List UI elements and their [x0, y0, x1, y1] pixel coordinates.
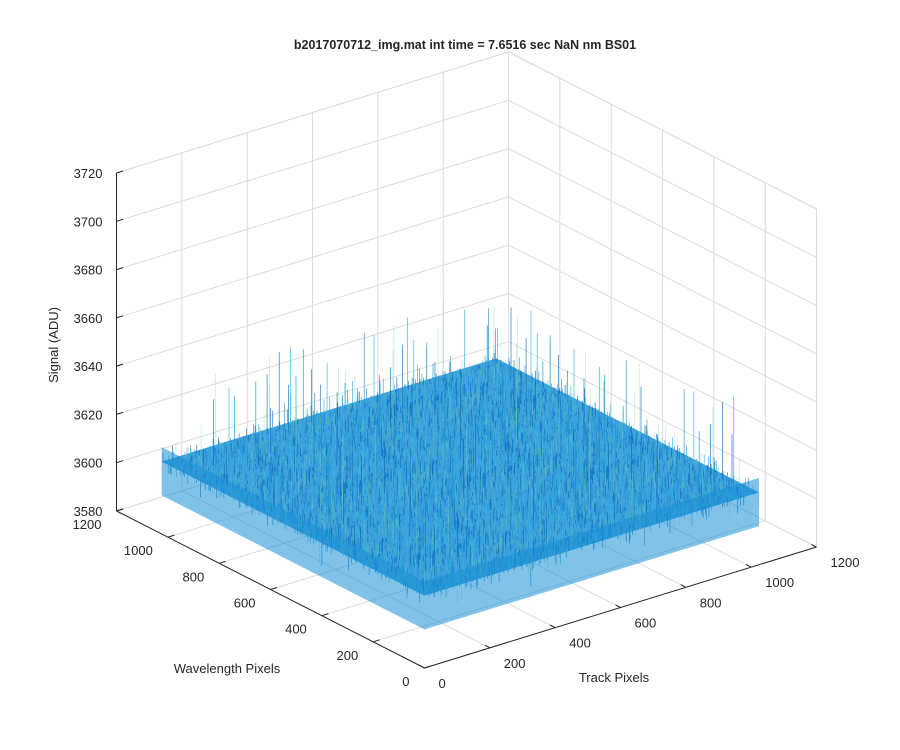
y-tick-label: 800 — [182, 569, 204, 584]
tick-labels: 0 200 400 600 800 1000 1200 0 200 400 600 800 1000 12… — [73, 166, 860, 691]
y-tick-label: 600 — [234, 596, 256, 611]
z-tick-label: 3720 — [74, 166, 103, 181]
x-tick-mark — [615, 604, 621, 608]
surface-front-right-face — [424, 477, 760, 630]
y-tick-mark — [373, 639, 380, 643]
x-tick-label: 0 — [439, 676, 446, 691]
grid-line-backwall-z — [116, 99, 509, 222]
x-tick-label: 600 — [635, 616, 657, 631]
x-tick-mark — [484, 644, 491, 649]
z-tick-mark — [116, 411, 124, 415]
z-tick-mark — [116, 508, 124, 512]
z-tick-label: 3580 — [74, 504, 103, 519]
y-tick-mark — [219, 560, 226, 564]
grid-line-sidewall-z — [508, 244, 817, 403]
y-tick-label: 400 — [285, 622, 307, 637]
surface-front-left-face — [161, 447, 425, 630]
x-tick-mark — [745, 564, 752, 568]
x-tick-mark — [419, 664, 425, 669]
axes-lines — [116, 170, 817, 669]
z-tick-mark — [116, 170, 124, 174]
grid-line-sidewall-z — [508, 148, 817, 307]
chart-title: b2017070712_img.mat int time = 7.6516 se… — [294, 38, 636, 52]
y-tick-label: 1000 — [124, 543, 153, 558]
grid-line-sidewall-z — [508, 341, 817, 500]
z-tick-label: 3620 — [74, 407, 103, 422]
x-tick-mark — [811, 543, 817, 548]
signal-surface — [161, 300, 760, 630]
grid-frame-top-back — [116, 51, 509, 174]
y-tick-label: 1200 — [73, 517, 102, 532]
z-tick-label: 3600 — [74, 456, 103, 471]
y-tick-mark — [424, 665, 432, 669]
grid-line-sidewall-z — [508, 196, 817, 355]
z-tick-label: 3660 — [74, 311, 103, 326]
grid-line-backwall-z — [116, 196, 509, 319]
y-tick-label: 200 — [336, 648, 358, 663]
y-axis-label: Wavelength Pixels — [174, 661, 281, 676]
grid-line-sidewall-z — [508, 292, 817, 451]
z-tick-label: 3700 — [74, 214, 103, 229]
z-tick-label: 3640 — [74, 359, 103, 374]
y-tick-mark — [321, 613, 329, 617]
grid-line-backwall-z — [116, 148, 509, 271]
x-tick-label: 400 — [569, 636, 591, 651]
z-tick-mark — [116, 315, 124, 319]
x-tick-label: 800 — [700, 595, 722, 610]
grid-line-backwall-z — [116, 244, 509, 367]
y-tick-mark — [270, 587, 278, 590]
z-axis-label: Signal (ADU) — [46, 307, 61, 383]
y-tick-label: 0 — [402, 674, 409, 689]
z-tick-label: 3680 — [74, 263, 103, 278]
x-tick-label: 1200 — [831, 555, 860, 570]
x-axis-label: Track Pixels — [579, 670, 650, 685]
x-tick-mark — [680, 584, 687, 588]
grid-frame-top-side — [508, 51, 817, 210]
y-tick-mark — [167, 534, 175, 538]
x-tick-label: 200 — [504, 656, 526, 671]
x-tick-label: 1000 — [765, 575, 794, 590]
z-tick-mark — [116, 460, 124, 464]
x-tick-mark — [549, 624, 556, 629]
z-tick-mark — [116, 267, 124, 271]
grid-line-sidewall-z — [508, 99, 817, 258]
z-tick-mark — [116, 218, 124, 222]
z-tick-mark — [116, 363, 124, 367]
